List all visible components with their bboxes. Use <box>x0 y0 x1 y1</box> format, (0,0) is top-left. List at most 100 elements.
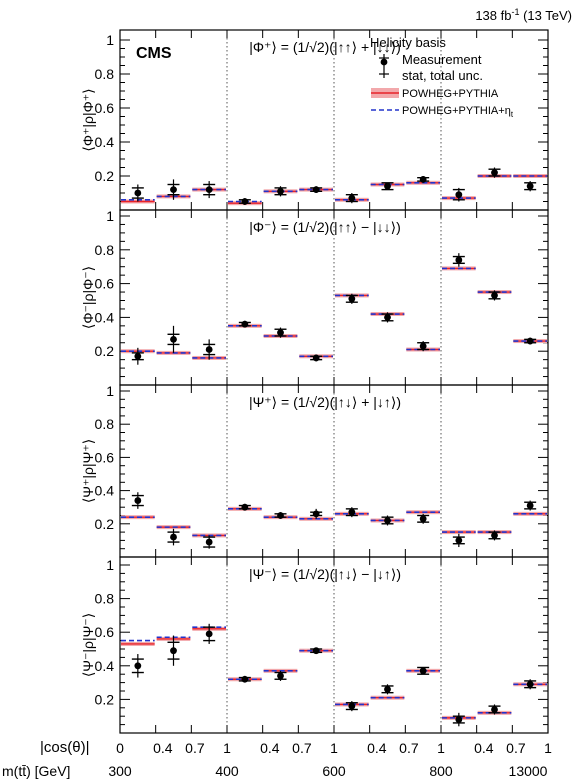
x-tick-label-cos: 0.4 <box>367 740 387 756</box>
measurement-point <box>312 647 320 655</box>
measurement-point <box>491 292 498 299</box>
y-tick-label: 1 <box>106 557 114 573</box>
measurement-point <box>348 194 356 202</box>
y-tick-label: 1 <box>106 208 114 224</box>
measurement-point <box>526 337 534 345</box>
x-tick-label-cos: 0.7 <box>506 740 526 756</box>
legend-label: POWHEG+PYTHIA+ηt <box>402 105 514 119</box>
legend-title: Helicity basis <box>370 35 446 50</box>
measurement-point <box>384 685 391 693</box>
panel-psi_plus: 0.2 0.4 0.6 0.8 1 ⟨Ψ⁺|ρ|Ψ⁺⟩ |Ψ⁺⟩ = (1/√2)(|↑↓⟩… <box>80 383 549 558</box>
state-label: |Φ⁻⟩ = (1/√2)(|↑↑⟩ − |↓↓⟩) <box>249 219 401 235</box>
y-tick-label: 0.8 <box>95 416 115 432</box>
x-tick-label-cos: 1 <box>544 740 552 756</box>
measurement-point <box>384 517 391 524</box>
legend-label-subscript: t <box>511 110 514 119</box>
y-axis-label: ⟨Ψ⁻|ρ|Ψ⁻⟩ <box>80 613 96 677</box>
measurement-point <box>526 680 534 688</box>
legend-label: Measurement <box>402 52 482 67</box>
x-tick-label-cos: 1 <box>223 740 231 756</box>
x-tick-label-mass: 400 <box>215 763 239 779</box>
y-tick-label: 0.2 <box>95 691 115 707</box>
x-tick-label-mass: 300 <box>108 763 132 779</box>
measurement-point <box>205 346 213 353</box>
legend-label: stat, total unc. <box>402 68 483 83</box>
y-tick-label: 0.2 <box>95 168 115 184</box>
y-tick-label: 1 <box>106 383 114 399</box>
x-tick-labels: 0 0.4 0.7 1 0.4 0.7 1 0.4 0.7 1 0.4 0.7 1 300 400 600 80… <box>108 740 552 779</box>
state-label: |Ψ⁺⟩ = (1/√2)(|↑↓⟩ + |↓↑⟩) <box>249 394 401 410</box>
panel-psi_minus: 0.2 0.4 0.6 0.8 1 ⟨Ψ⁻|ρ|Ψ⁻⟩ |Ψ⁻⟩ = (1/√2)(|↑↓⟩… <box>80 556 549 734</box>
measurement-point <box>419 342 427 350</box>
x-tick-label-mass: 13000 <box>509 763 548 779</box>
x-tick-label-mass: 600 <box>322 763 346 779</box>
measurement-point <box>134 497 142 504</box>
x-tick-label-cos: 0.4 <box>153 740 173 756</box>
measurement-point <box>241 198 249 205</box>
y-tick-label: 0.2 <box>95 516 115 532</box>
x-tick-label-cos: 1 <box>437 740 445 756</box>
measurement-point <box>419 667 427 675</box>
lumi-label: 138 fb-1 (13 TeV) <box>475 7 572 23</box>
x-tick-label-cos: 0 <box>116 740 124 756</box>
measurement-point <box>205 538 213 546</box>
y-tick-label: 0.4 <box>95 134 115 150</box>
measurement-point <box>277 329 284 337</box>
y-tick-label: 0.8 <box>95 242 115 258</box>
x-axis-label-cos: |cos(θ)| <box>40 739 89 756</box>
panels: 0.2 0.4 0.6 0.8 1 ⟨Φ⁺|ρ|Φ⁺⟩ |Φ⁺⟩ = (1/√2)(|↑↑⟩… <box>80 29 549 734</box>
x-tick-label-mass: 800 <box>429 763 453 779</box>
measurement-point <box>348 702 356 710</box>
measurement-point <box>170 335 177 343</box>
measurement-point <box>526 502 534 509</box>
y-tick-label: 1 <box>106 32 114 48</box>
panel-phi_plus: 0.2 0.4 0.6 0.8 1 ⟨Φ⁺|ρ|Φ⁺⟩ |Φ⁺⟩ = (1/√2)(|↑↑⟩… <box>80 29 549 211</box>
y-axis-label: ⟨Φ⁻|ρ|Φ⁻⟩ <box>80 266 96 329</box>
y-tick-label: 0.4 <box>95 483 115 499</box>
y-tick-label: 0.6 <box>95 276 115 292</box>
measurement-point <box>134 662 142 670</box>
y-axis-label: ⟨Ψ⁺|ρ|Ψ⁺⟩ <box>80 439 96 503</box>
y-tick-label: 0.6 <box>95 449 115 465</box>
measurement-point <box>277 672 284 680</box>
y-tick-label: 0.8 <box>95 66 115 82</box>
state-label: |Φ⁺⟩ = (1/√2)(|↑↑⟩ + |↓↓⟩) <box>249 39 401 55</box>
y-tick-label: 0.6 <box>95 100 115 116</box>
y-tick-label: 0.6 <box>95 624 115 640</box>
measurement-point <box>312 510 320 518</box>
measurement-point <box>491 532 498 539</box>
measurement-point <box>455 537 463 544</box>
x-tick-label-cos: 1 <box>330 740 338 756</box>
measurement-point <box>455 256 463 264</box>
measurement-point <box>241 675 249 683</box>
panel-phi_minus: 0.2 0.4 0.6 0.8 1 ⟨Φ⁻|ρ|Φ⁻⟩ |Φ⁻⟩ = (1/√2)(|↑↑⟩… <box>80 208 549 386</box>
legend-label: POWHEG+PYTHIA <box>402 88 499 100</box>
measurement-point <box>134 189 142 197</box>
measurement-point <box>205 186 213 194</box>
y-tick-label: 0.2 <box>95 343 115 359</box>
measurement-point <box>277 512 284 519</box>
measurement-point <box>312 354 320 362</box>
y-tick-label: 0.4 <box>95 309 115 325</box>
x-tick-label-cos: 0.7 <box>185 740 205 756</box>
y-tick-label: 0.4 <box>95 658 115 674</box>
x-tick-label-cos: 0.7 <box>399 740 419 756</box>
measurement-point <box>312 186 320 194</box>
measurement-point <box>170 186 177 194</box>
measurement-point <box>170 533 177 541</box>
measurement-point <box>419 515 427 523</box>
measurement-point <box>277 187 284 195</box>
measurement-point <box>170 647 177 655</box>
measurement-point <box>491 706 498 713</box>
measurement-point <box>455 716 463 723</box>
state-label: |Ψ⁻⟩ = (1/√2)(|↑↓⟩ − |↓↑⟩) <box>249 566 401 582</box>
measurement-point <box>419 176 427 183</box>
x-tick-label-cos: 0.4 <box>260 740 280 756</box>
measurement-point <box>384 314 391 321</box>
measurement-point <box>205 630 213 638</box>
x-tick-label-cos: 0.7 <box>292 740 312 756</box>
measurement-point <box>241 503 249 511</box>
measurement-point <box>241 320 249 328</box>
x-axis-label-mass: m(tt̄) [GeV] <box>2 763 70 779</box>
